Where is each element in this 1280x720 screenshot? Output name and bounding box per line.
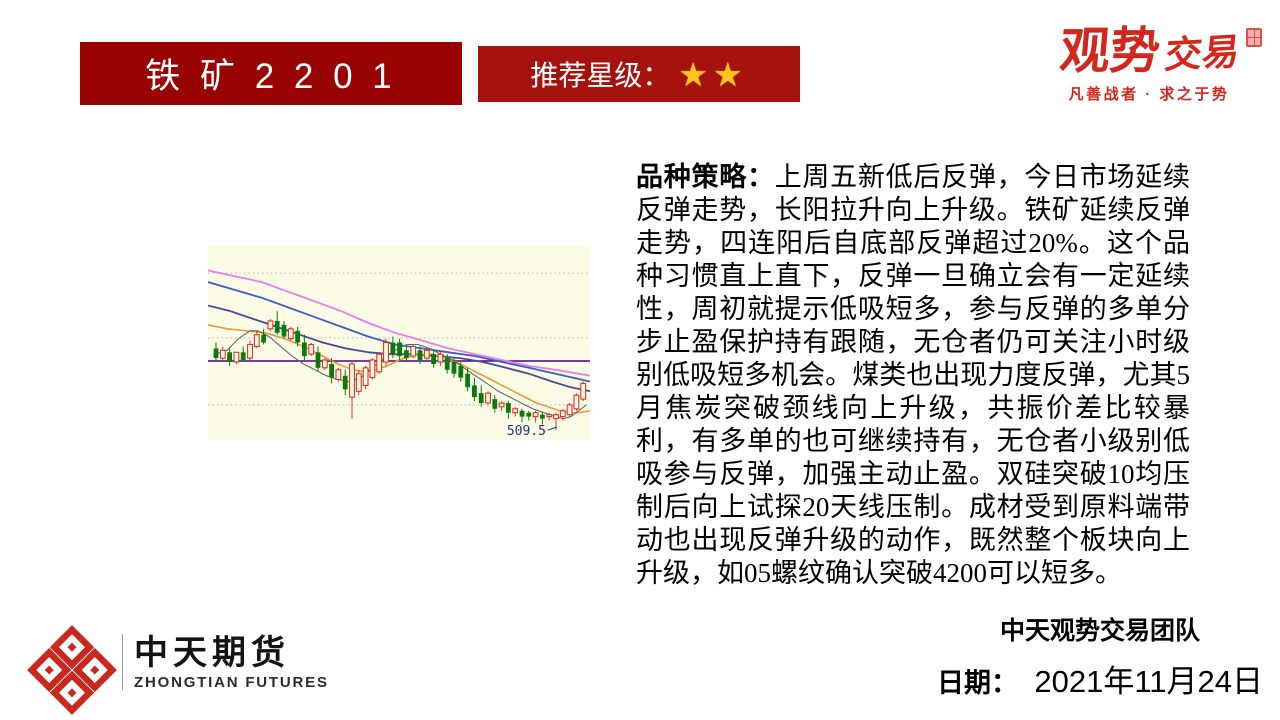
company-names: 中天期货 ZHONGTIAN FUTURES [134, 634, 329, 707]
brand-seal-icon [1246, 28, 1262, 47]
company-name-en: ZHONGTIAN FUTURES [134, 673, 329, 691]
brand-name-primary: 观势 [1057, 23, 1162, 79]
brand-name-secondary: 交易 [1162, 32, 1241, 77]
company-logo: 中天期货 ZHONGTIAN FUTURES [26, 624, 329, 716]
date-line: 日期： 2021年11月24日 [915, 656, 1280, 701]
strategy-paragraph: 品种策略：上周五新低后反弹，今日市场延续反弹走势，长阳拉升向上升级。铁矿延续反弹… [636, 161, 1190, 590]
company-logo-mark-icon [27, 625, 117, 715]
date-label: 日期： [936, 668, 1018, 698]
company-name-cn: 中天期货 [134, 633, 290, 672]
kline-chart-canvas: 509.5 [208, 269, 590, 439]
team-name: 中天观势交易团队 [999, 617, 1200, 645]
strategy-lead: 品种策略： [636, 162, 775, 192]
kline-chart: 509.5 [208, 245, 590, 440]
rating-label: 推荐星级： [530, 60, 671, 91]
svg-text:509.5: 509.5 [507, 424, 546, 439]
brand-tagline: 凡善战者 · 求之于势 [1068, 86, 1230, 103]
strategy-body: 上周五新低后反弹，今日市场延续反弹走势，长阳拉升向上升级。铁矿延续反弹走势，四连… [636, 162, 1191, 588]
contract-banner: 铁 矿 2 2 0 1 [80, 42, 462, 105]
rating-stars-icon: ★★ [678, 55, 748, 93]
brand-name-row: 观势 交易 [1040, 22, 1262, 80]
contract-title: 铁 矿 2 2 0 1 [145, 57, 397, 96]
brand-logo: 观势 交易 凡善战者 · 求之于势 [1040, 22, 1262, 104]
logo-divider [122, 634, 123, 690]
date-value: 2021年11月24日 [1034, 664, 1264, 699]
rating-banner: 推荐星级： ★★ [478, 46, 800, 102]
